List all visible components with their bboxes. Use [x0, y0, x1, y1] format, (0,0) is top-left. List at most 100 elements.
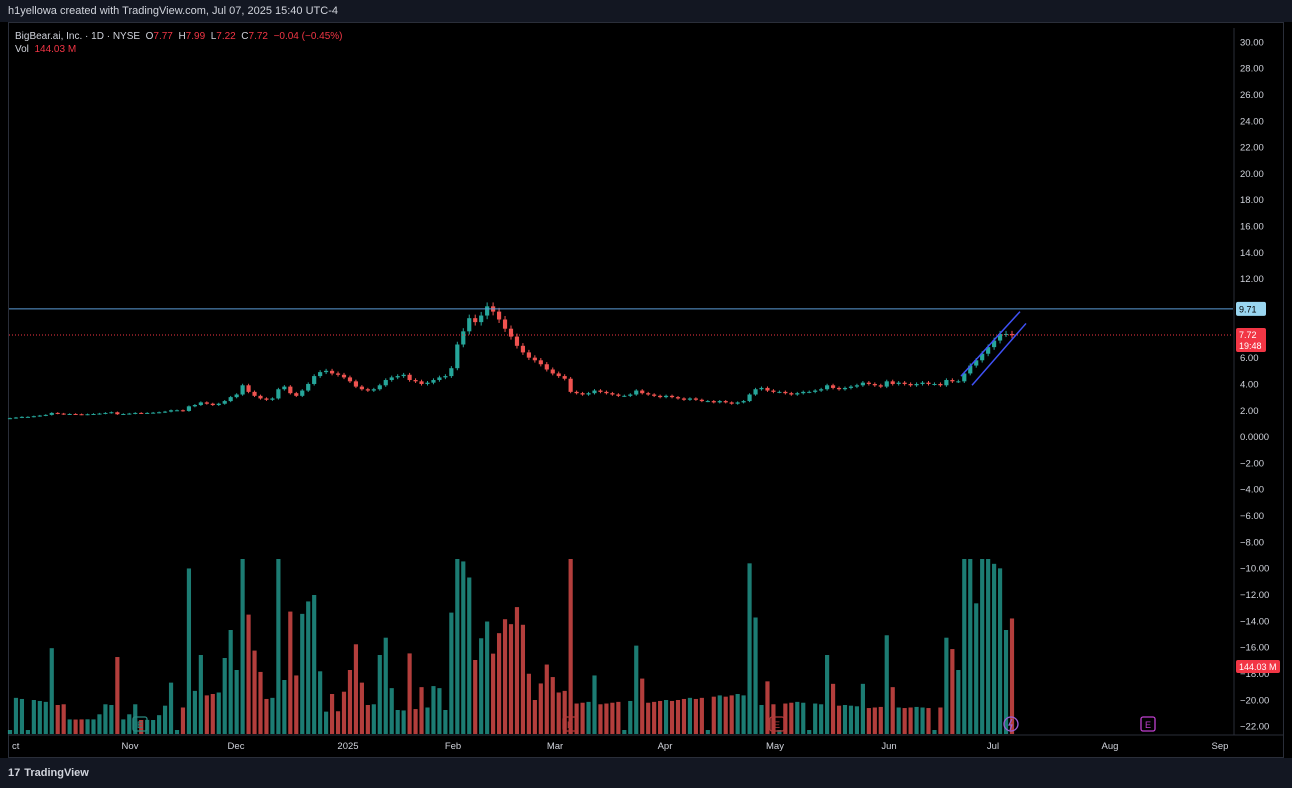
volume-bar [729, 695, 734, 734]
candle-body [133, 412, 138, 414]
volume-bar [538, 683, 543, 734]
candle-body [992, 340, 997, 348]
legend-volume-label[interactable]: Vol [15, 44, 29, 55]
volume-bar [192, 690, 197, 734]
volume-bar [210, 694, 215, 734]
candle-body [19, 416, 25, 418]
volume-bar [610, 702, 615, 734]
volume-bar [878, 706, 883, 734]
volume-bar [675, 700, 681, 734]
volume-bar [246, 614, 251, 734]
candle-body [974, 360, 979, 366]
candle-body [103, 412, 108, 414]
volume-bar [920, 707, 925, 734]
earnings-marker-icon[interactable] [562, 716, 578, 732]
volume-bar [252, 650, 257, 734]
volume-bar [103, 704, 108, 734]
time-tick-label: 2025 [337, 741, 358, 752]
price-tick-label: −16.00 [1240, 643, 1269, 654]
earnings-marker-icon[interactable] [132, 716, 148, 732]
candle-body [258, 395, 263, 399]
candle-body [723, 401, 728, 403]
candle-body [526, 352, 531, 358]
volume-bar [127, 714, 132, 734]
volume-bar [288, 611, 293, 734]
legend-close-label: C [241, 31, 249, 42]
legend-change: −0.04 (−0.45%) [273, 31, 343, 42]
earnings-marker-icon[interactable] [769, 716, 785, 732]
candle-body [246, 385, 251, 392]
volume-bar [759, 705, 764, 734]
chart-frame[interactable] [8, 22, 1284, 758]
volume-bar [264, 698, 269, 734]
tradingview-logo[interactable]: 17 TradingView [8, 767, 89, 779]
split-marker-icon[interactable] [1003, 716, 1019, 732]
legend-open-value: 7.77 [153, 31, 173, 42]
candle-body [592, 390, 597, 394]
volume-bar [91, 719, 96, 734]
candle-body [598, 390, 603, 392]
volume-bar [461, 561, 466, 734]
channel-lower-line[interactable] [971, 322, 1027, 386]
volume-bar [508, 624, 514, 734]
candle-body [514, 336, 520, 346]
candle-body [944, 380, 949, 386]
resistance-price-label: 9.71 [1239, 304, 1257, 314]
earnings-marker-icon[interactable] [1140, 716, 1156, 732]
volume-bar [663, 700, 669, 734]
volume-bar [526, 673, 531, 734]
volume-bar [25, 730, 30, 734]
price-tick-label: 14.00 [1240, 248, 1264, 259]
candle-body [455, 344, 460, 369]
candle-body [55, 412, 60, 414]
legend-low-label: L [210, 31, 217, 42]
time-tick-label: Mar [547, 741, 563, 752]
candle-body [479, 315, 484, 323]
candle-body [914, 383, 919, 386]
candle-body [675, 397, 681, 399]
price-tick-label: 2.00 [1240, 406, 1259, 417]
volume-bar [151, 720, 156, 734]
candle-body [735, 402, 740, 404]
volume-bar [514, 607, 520, 734]
candle-body [7, 418, 13, 420]
volume-bar [425, 707, 430, 734]
legend-ohlc-row: BigBear.ai, Inc. · 1D · NYSE O7.77 H7.99… [15, 30, 343, 43]
volume-bar [270, 697, 275, 734]
time-tick-label: May [766, 741, 784, 752]
candle-body [783, 391, 788, 394]
candle-body [717, 401, 722, 403]
volume-bar [968, 559, 973, 734]
volume-bar [85, 719, 90, 734]
candle-body [37, 415, 42, 417]
candle-body [359, 386, 364, 390]
volume-bar [109, 705, 114, 734]
volume-bar [312, 595, 317, 734]
time-tick-label: ct [12, 741, 20, 752]
volume-bar [335, 711, 341, 734]
candle-body [329, 370, 335, 374]
volume-bar [992, 563, 997, 734]
candle-body [43, 414, 48, 416]
volume-bar [819, 704, 824, 734]
candle-body [544, 364, 549, 370]
volume-bar [97, 714, 102, 734]
candle-body [186, 406, 192, 411]
last-price-tag [1236, 328, 1266, 353]
candle-body [168, 410, 174, 412]
volume-bar [836, 705, 842, 734]
candle-body [109, 412, 114, 414]
lightning-icon [1008, 718, 1013, 731]
candle-body [795, 393, 800, 395]
price-tick-label: 26.00 [1240, 90, 1264, 101]
volume-bar [479, 638, 484, 734]
volume-bar [544, 664, 549, 734]
volume-bar [485, 621, 490, 734]
legend-symbol[interactable]: BigBear.ai, Inc. · 1D · NYSE [15, 31, 141, 42]
volume-bar [622, 730, 627, 734]
volume-bar [896, 707, 901, 734]
channel-upper-line[interactable] [960, 311, 1021, 377]
candle-body [347, 377, 353, 382]
volume-bar [73, 719, 78, 734]
